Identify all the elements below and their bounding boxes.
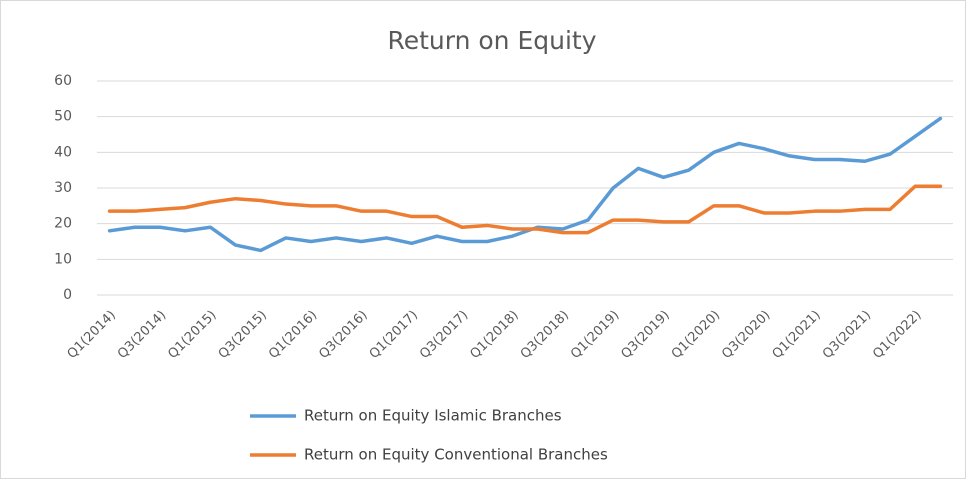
y-tick-label: 10 bbox=[54, 251, 72, 267]
chart-title: Return on Equity bbox=[387, 26, 596, 55]
data-line bbox=[107, 116, 943, 253]
data-line bbox=[107, 184, 943, 235]
y-tick-label: 40 bbox=[54, 144, 72, 160]
y-tick-label: 60 bbox=[54, 73, 72, 89]
y-tick-label: 30 bbox=[54, 180, 72, 196]
y-tick-label: 50 bbox=[54, 109, 72, 125]
y-tick-label: 20 bbox=[54, 216, 72, 232]
legend-label: Return on Equity Islamic Branches bbox=[304, 407, 562, 425]
y-tick-label: 0 bbox=[63, 287, 72, 303]
legend-label: Return on Equity Conventional Branches bbox=[304, 446, 608, 464]
